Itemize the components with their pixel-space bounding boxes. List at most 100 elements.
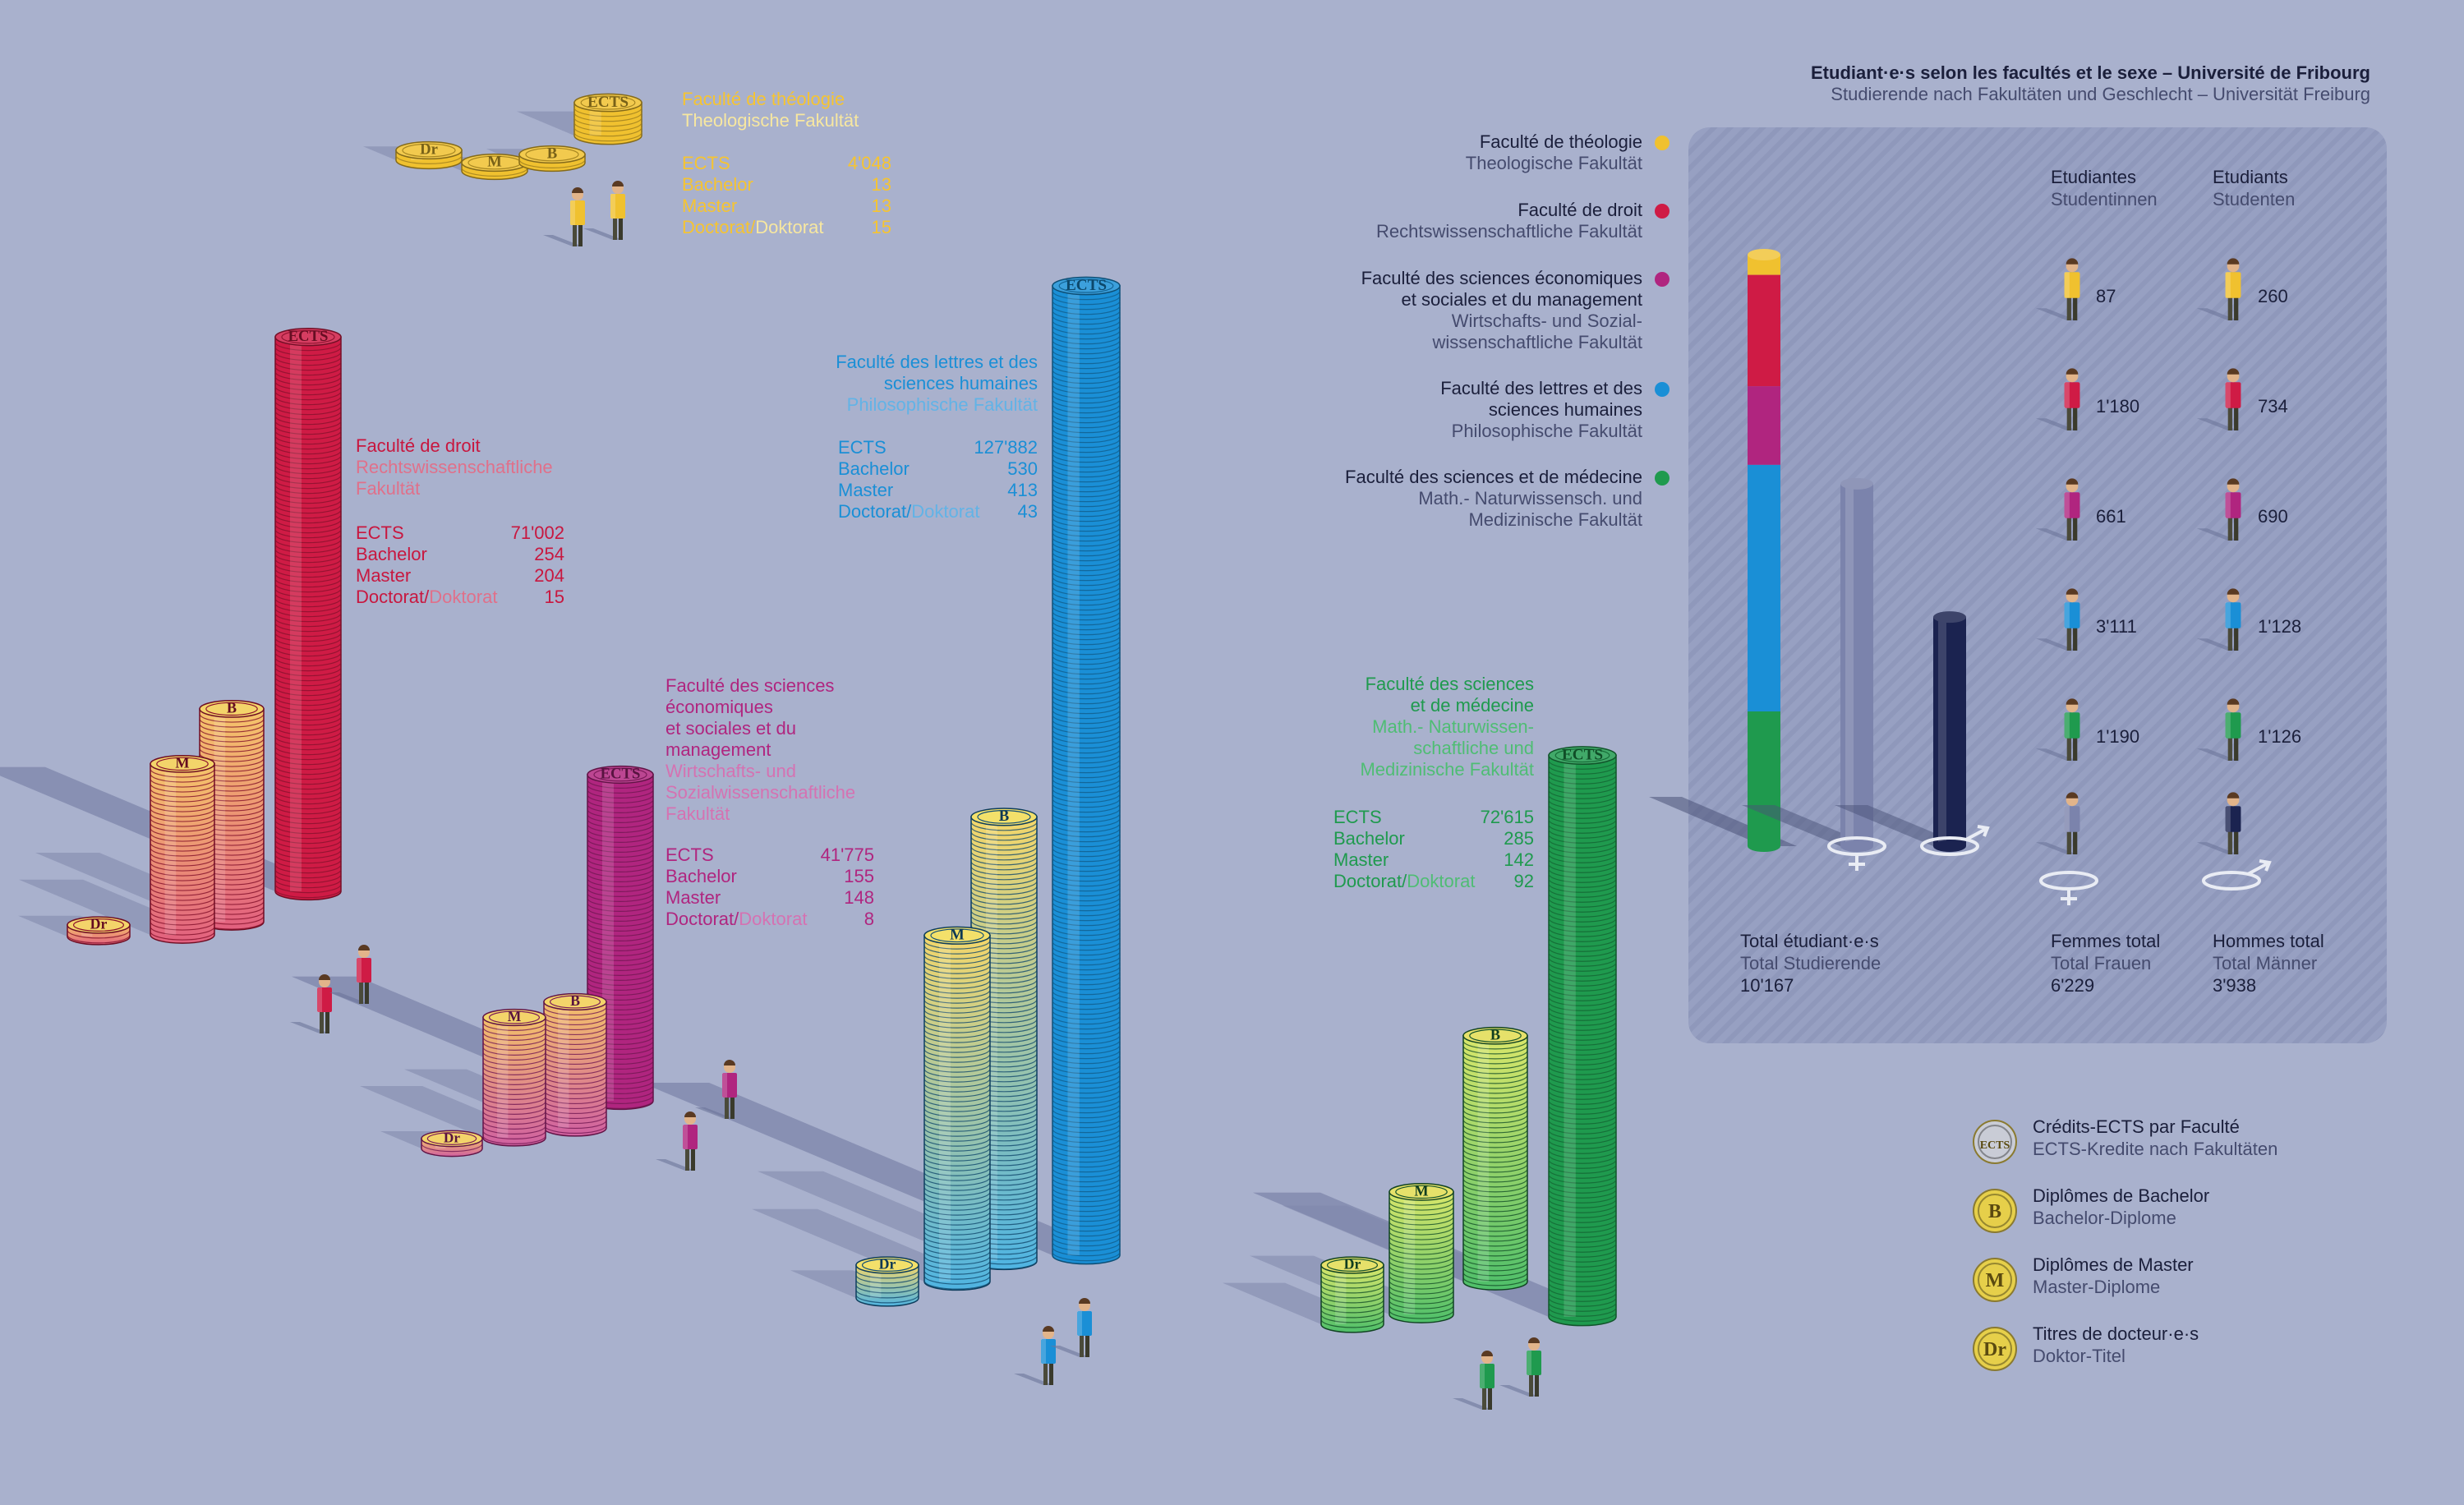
panel-man-total — [2196, 792, 2241, 854]
sem-master: 148 — [844, 887, 874, 908]
panel-woman-sem — [2035, 478, 2080, 541]
svg-text:Dr: Dr — [444, 1130, 460, 1145]
panel-man-droit — [2196, 368, 2241, 430]
coin-stacks-layer: ECTS Dr M B ECTS B M Dr ECTS B M Dr ECTS B M Dr ECTS B M Dr — [67, 93, 1617, 1333]
lettres-bachelor: 530 — [1007, 458, 1038, 479]
svg-text:Dr: Dr — [90, 915, 108, 932]
label-droit: Faculté de droit Rechtswissenschaftliche… — [356, 435, 553, 499]
women-total-column — [1840, 483, 1873, 846]
coin-icon-0: ECTS — [1973, 1120, 2017, 1164]
label-theologie-de: Theologische Fakultät — [682, 110, 859, 131]
panel-woman-theologie — [2035, 258, 2080, 320]
people-droit-2 — [329, 945, 371, 1004]
stack-sciences-b: B — [1462, 1026, 1528, 1291]
people-theologie-2 — [583, 181, 625, 240]
men-count-sciences: 1'126 — [2258, 726, 2302, 747]
panel-woman-droit — [2035, 368, 2080, 430]
stack-sciences-ects: ECTS — [1548, 746, 1617, 1327]
legend-dot-lettres — [1655, 382, 1670, 397]
svg-text:ECTS: ECTS — [601, 766, 641, 783]
men-count-droit: 734 — [2258, 396, 2288, 417]
people-sem-1 — [656, 1111, 698, 1171]
panel-man-sciences — [2196, 698, 2241, 761]
total-students: Total étudiant·e·s Total Studierende 10'… — [1740, 931, 1881, 996]
droit-bachelor: 254 — [534, 544, 564, 564]
men-count-sem: 690 — [2258, 506, 2288, 527]
gender-panel — [1649, 127, 2387, 1043]
sem-ects: 41'775 — [820, 845, 874, 865]
faculty-legend: Faculté de théologie Theologische Fakult… — [1182, 131, 1642, 542]
svg-text:Dr: Dr — [1983, 1339, 2006, 1360]
people-layer — [290, 181, 1541, 1410]
stack-droit-ects: ECTS — [274, 328, 342, 901]
coin-legend-doctorat: Titres de docteur·e·s Doktor-Titel — [2033, 1323, 2199, 1366]
total-women: Femmes total Total Frauen 6'229 — [2051, 931, 2161, 996]
coin-icon-3: Dr — [1973, 1327, 2017, 1371]
coin-legend-icons: ECTS B M Dr — [1973, 1120, 2017, 1371]
legend-dot-theologie — [1655, 136, 1670, 150]
people-sciences-2 — [1499, 1337, 1541, 1397]
lettres-ects: 127'882 — [974, 437, 1038, 458]
coin-icon-1: B — [1973, 1189, 2017, 1233]
svg-text:ECTS: ECTS — [288, 328, 329, 345]
stack-sem-m: M — [482, 1008, 546, 1147]
stack-lettres-ects: ECTS — [1052, 276, 1121, 1265]
stats-droit: ECTS 71'002 Bachelor 254 Master 204 Doctora… — [356, 522, 564, 607]
svg-text:Dr: Dr — [879, 1255, 896, 1272]
svg-text:ECTS: ECTS — [1980, 1139, 2010, 1152]
total-segment-droit — [1748, 274, 1780, 387]
legend-dot-sciences — [1655, 471, 1670, 486]
droit-doctorat: 15 — [544, 587, 564, 607]
stats-sem: ECTS 41'775 Bachelor 155 Master 148 Doctora… — [666, 845, 874, 929]
legend-lettres: Faculté des lettres et des sciences huma… — [1440, 378, 1642, 441]
total-segment-sem — [1748, 386, 1780, 465]
legend-dot-sem — [1655, 272, 1670, 287]
people-droit-1 — [290, 974, 332, 1033]
svg-text:B: B — [547, 145, 557, 163]
panel-woman-lettres — [2035, 588, 2080, 651]
svg-text:B: B — [227, 699, 237, 716]
men-total-column — [1933, 617, 1966, 846]
sem-doctorat: 8 — [864, 909, 874, 929]
stack-lettres-ects-shadow — [642, 1083, 1120, 1255]
stack-sem-dr: Dr — [421, 1130, 483, 1158]
theologie-ects: 4'048 — [847, 153, 891, 173]
total-men: Hommes total Total Männer 3'938 — [2213, 931, 2324, 996]
stack-lettres-dr: Dr — [855, 1255, 919, 1307]
stats-lettres: ECTS 127'882 Bachelor 530 Master 413 Doctor… — [838, 437, 1038, 522]
svg-text:M: M — [508, 1008, 522, 1024]
stack-theologie-ects: ECTS — [573, 93, 642, 145]
stack-droit-m: M — [150, 754, 215, 944]
droit-master: 204 — [534, 565, 564, 586]
women-count-sciences: 1'190 — [2096, 726, 2140, 747]
svg-text:B: B — [570, 992, 580, 1009]
panel-background — [1688, 127, 2387, 1043]
women-count-droit: 1'180 — [2096, 396, 2140, 417]
sciences-ects: 72'615 — [1480, 807, 1534, 827]
total-segment-sciences — [1748, 711, 1780, 846]
coin-legend-ects: Crédits-ECTS par Faculté ECTS-Kredite na… — [2033, 1116, 2278, 1159]
svg-text:M: M — [487, 154, 502, 171]
stats-theologie: ECTS 4'048 Bachelor 13 Master 13 Doctorat/D… — [682, 153, 891, 237]
header-etudiantes: Etudiantes Studentinnen — [2051, 167, 2158, 209]
total-segment-lettres — [1748, 464, 1780, 711]
women-count-theologie: 87 — [2096, 286, 2116, 306]
stats-sciences: ECTS 72'615 Bachelor 285 Master 142 Doctora… — [1333, 807, 1534, 891]
theologie-doctorat: 15 — [871, 217, 891, 237]
legend-sciences: Faculté des sciences et de médecine Math… — [1345, 467, 1642, 530]
label-lettres: Faculté des lettres et des sciences huma… — [836, 352, 1038, 415]
coin-legend-master: Diplômes de Master Master-Diplome — [2033, 1254, 2194, 1297]
legend-droit: Faculté de droit Rechtswissenschaftliche… — [1375, 200, 1642, 242]
stack-lettres-m: M — [923, 926, 991, 1291]
panel-man-theologie — [2196, 258, 2241, 320]
svg-text:M: M — [1414, 1182, 1428, 1199]
chart-title-block: Etudiant·e·s selon les facultés et le se… — [1811, 62, 2370, 105]
legend-dot-droit — [1655, 204, 1670, 219]
theologie-bachelor: 13 — [871, 174, 891, 195]
theologie-master: 13 — [871, 196, 891, 216]
stack-theologie-m: M — [461, 154, 528, 181]
svg-text:ECTS: ECTS — [1562, 746, 1603, 763]
label-theologie: Faculté de théologie Theologische Fakult… — [682, 89, 859, 131]
coin-legend-bachelor: Diplômes de Bachelor Bachelor-Diplome — [2033, 1185, 2210, 1228]
